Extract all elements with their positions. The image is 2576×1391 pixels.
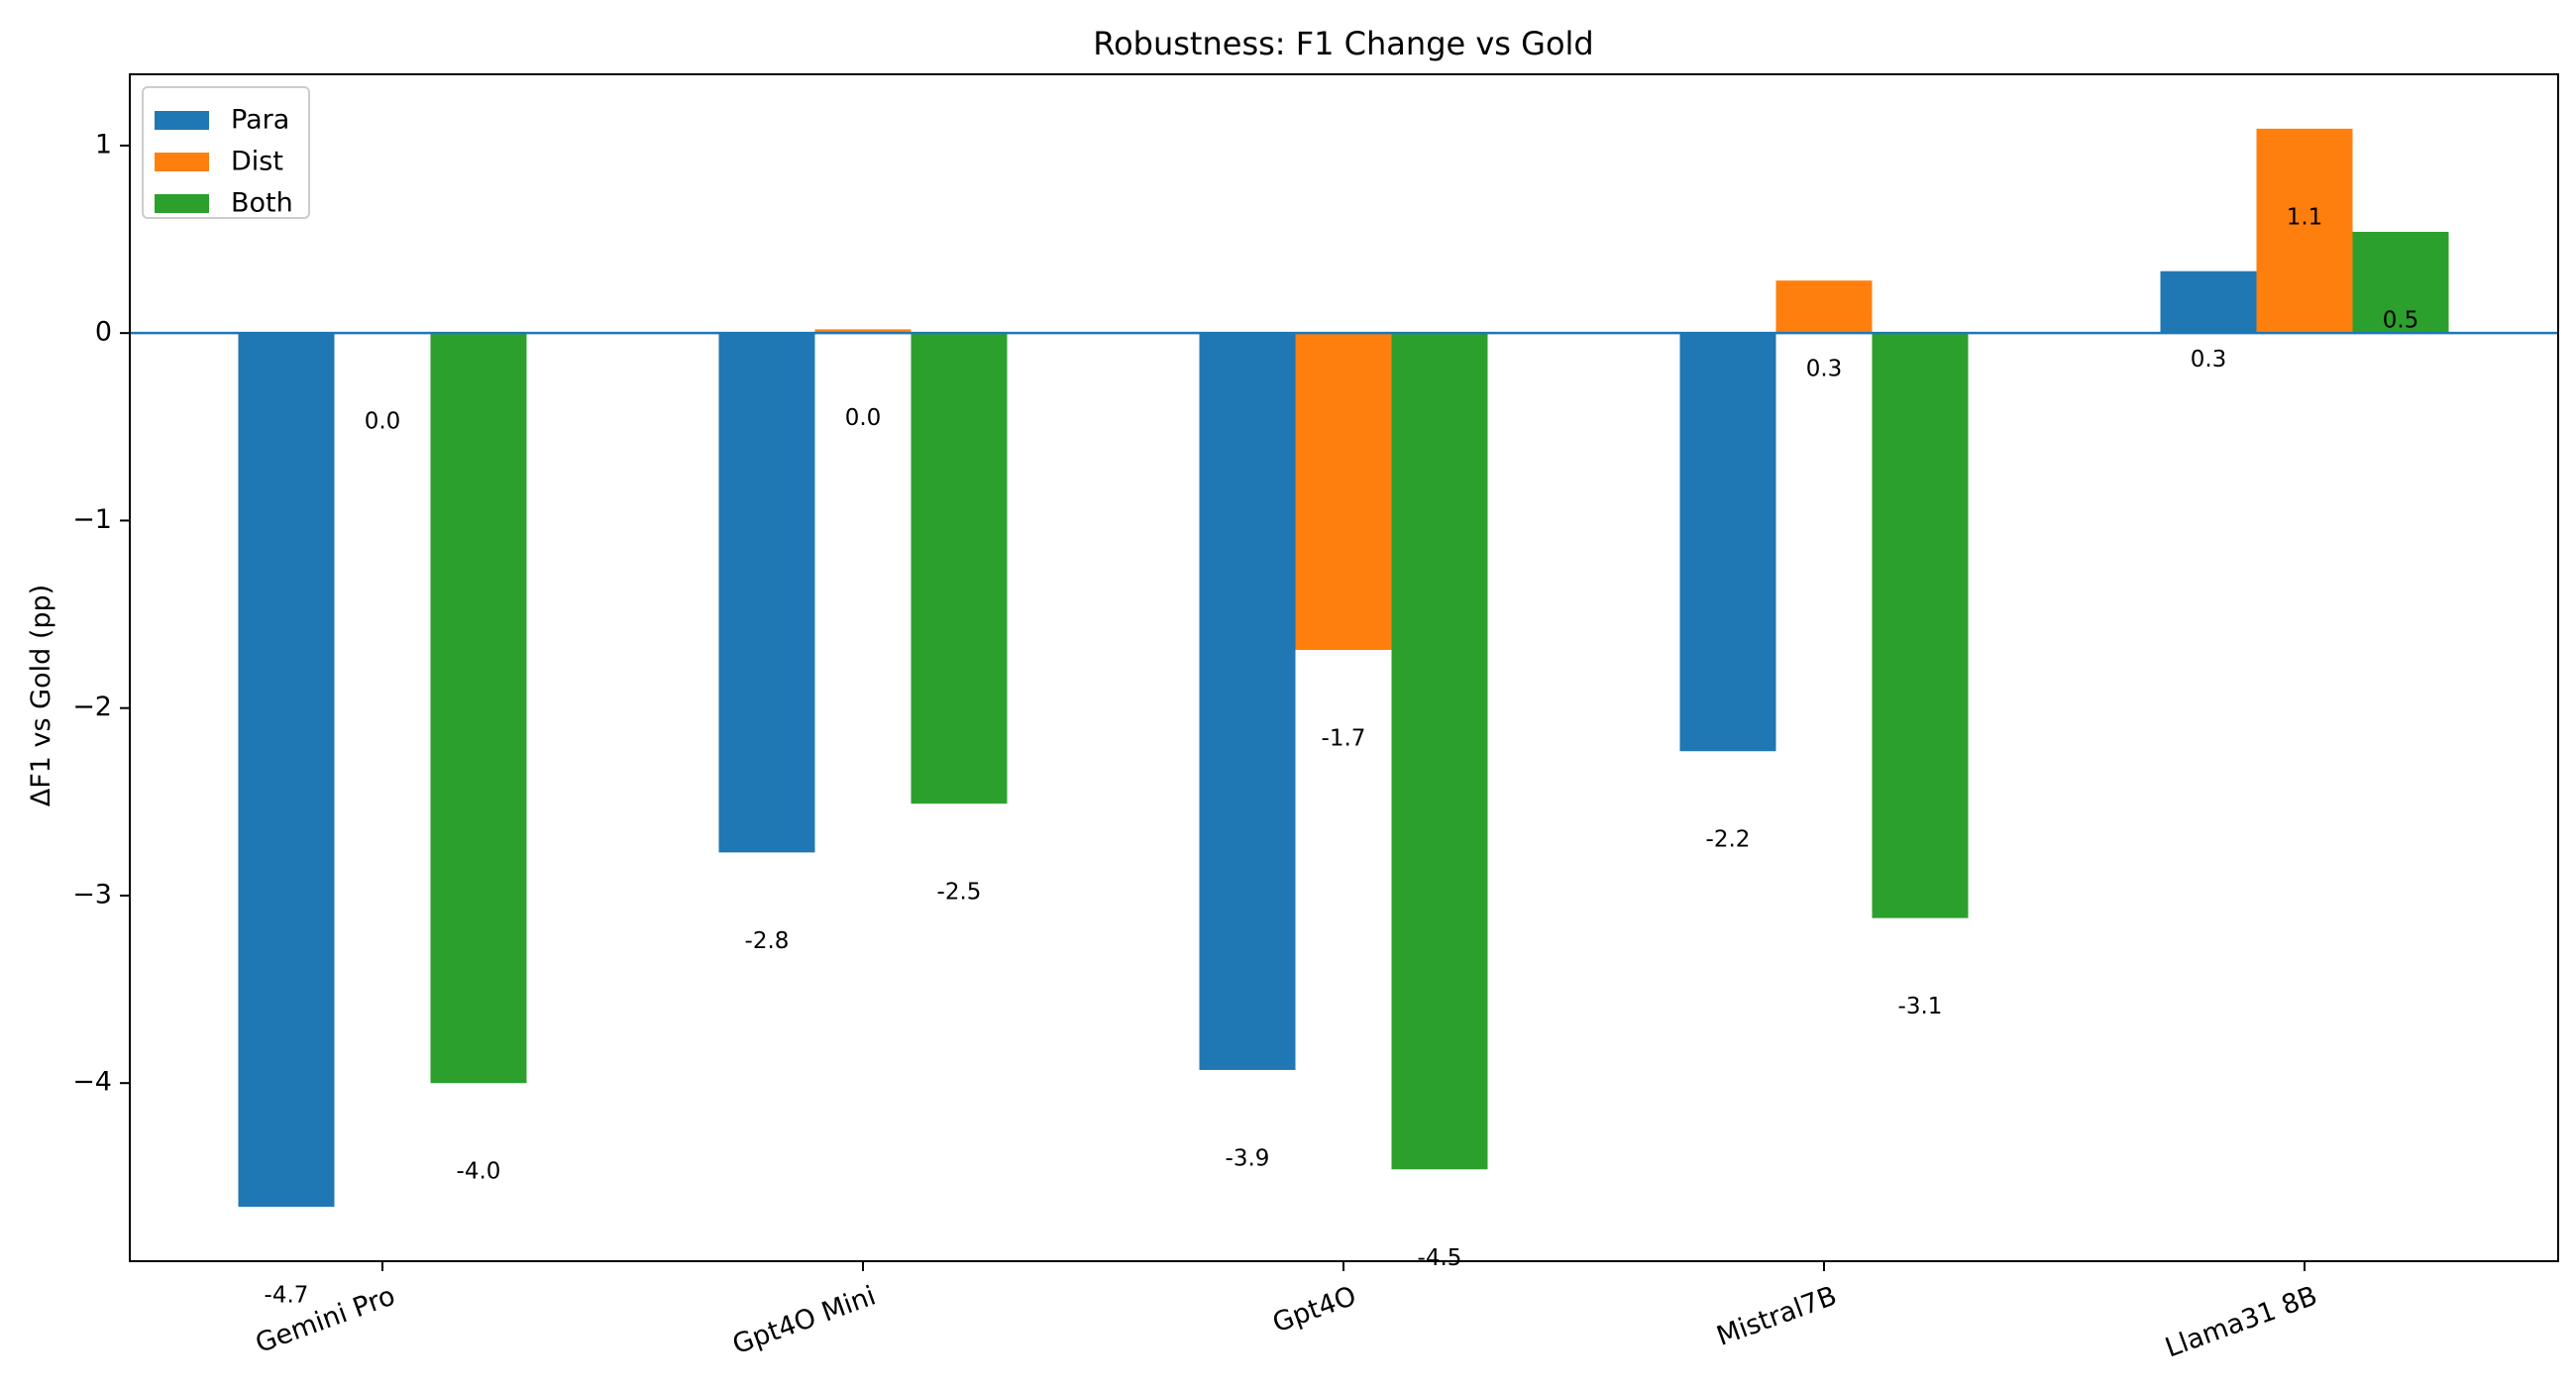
x-axis: Gemini Pro Gpt4O Mini Gpt4O Mistral7B Llama3…	[252, 1261, 2321, 1364]
data-label-both-4: 0.5	[2383, 307, 2419, 333]
chart-title: Robustness: F1 Change vs Gold	[1093, 25, 1593, 62]
data-label-dist-4: 1.1	[2287, 204, 2323, 230]
bar-dist-4	[2256, 128, 2353, 334]
bar-dist-2	[1295, 333, 1392, 651]
value-labels-layer: -4.7 -2.8 -3.9 -2.2 0.3 0.0 0.0 -1.7 0.3 1.1 -4.0 -…	[265, 204, 2419, 1308]
bar-both-4	[2352, 231, 2449, 334]
bar-both-2	[1391, 333, 1488, 1170]
y-tick-label: −1	[72, 504, 112, 535]
data-label-para-3: -2.2	[1706, 827, 1751, 853]
legend-label-both: Both	[231, 188, 293, 219]
legend-label-dist: Dist	[231, 147, 283, 177]
y-tick-label: −2	[72, 692, 112, 722]
x-tick-label: Gpt4O Mini	[728, 1280, 880, 1360]
data-label-para-1: -2.8	[745, 928, 790, 954]
legend-label-para: Para	[231, 105, 289, 136]
data-label-para-2: -3.9	[1226, 1145, 1270, 1171]
y-tick-label: 1	[95, 129, 112, 160]
data-label-both-0: -4.0	[457, 1159, 501, 1185]
data-label-dist-0: 0.0	[365, 409, 401, 435]
y-tick-label: −3	[72, 879, 112, 910]
bar-dist-1	[814, 329, 912, 334]
bars-layer	[238, 128, 2449, 1208]
y-tick-label: 0	[95, 317, 112, 348]
x-tick-label: Mistral7B	[1713, 1280, 1841, 1351]
legend-swatch-dist	[155, 153, 209, 171]
data-label-both-3: -3.1	[1898, 994, 1943, 1019]
bar-dist-3	[1775, 280, 1873, 334]
bar-para-0	[238, 333, 335, 1208]
legend-swatch-para	[155, 111, 209, 130]
bar-both-0	[430, 333, 527, 1084]
plot-frame	[129, 73, 2559, 1262]
y-axis: 1 0 −1 −2 −3 −4	[72, 129, 130, 1098]
x-tick-label: Gpt4O	[1269, 1280, 1360, 1338]
bar-para-3	[1679, 333, 1776, 752]
data-label-both-1: -2.5	[937, 880, 982, 906]
data-label-both-2: -4.5	[1418, 1245, 1462, 1271]
legend: Para Dist Both	[142, 86, 310, 219]
data-label-para-4: 0.3	[2191, 347, 2227, 373]
data-label-dist-3: 0.3	[1806, 357, 1843, 382]
bar-para-4	[2160, 270, 2257, 334]
bar-both-1	[911, 333, 1008, 804]
bar-para-1	[718, 333, 815, 853]
legend-swatch-both	[155, 194, 209, 213]
data-label-dist-1: 0.0	[845, 405, 882, 431]
data-label-para-0: -4.7	[265, 1283, 309, 1309]
x-tick-label: Llama31 8B	[2161, 1280, 2320, 1363]
bar-both-3	[1872, 333, 1969, 918]
bar-para-2	[1199, 333, 1296, 1070]
data-label-dist-2: -1.7	[1322, 726, 1366, 752]
y-axis-label: ΔF1 vs Gold (pp)	[26, 585, 56, 806]
y-tick-label: −4	[72, 1067, 112, 1098]
